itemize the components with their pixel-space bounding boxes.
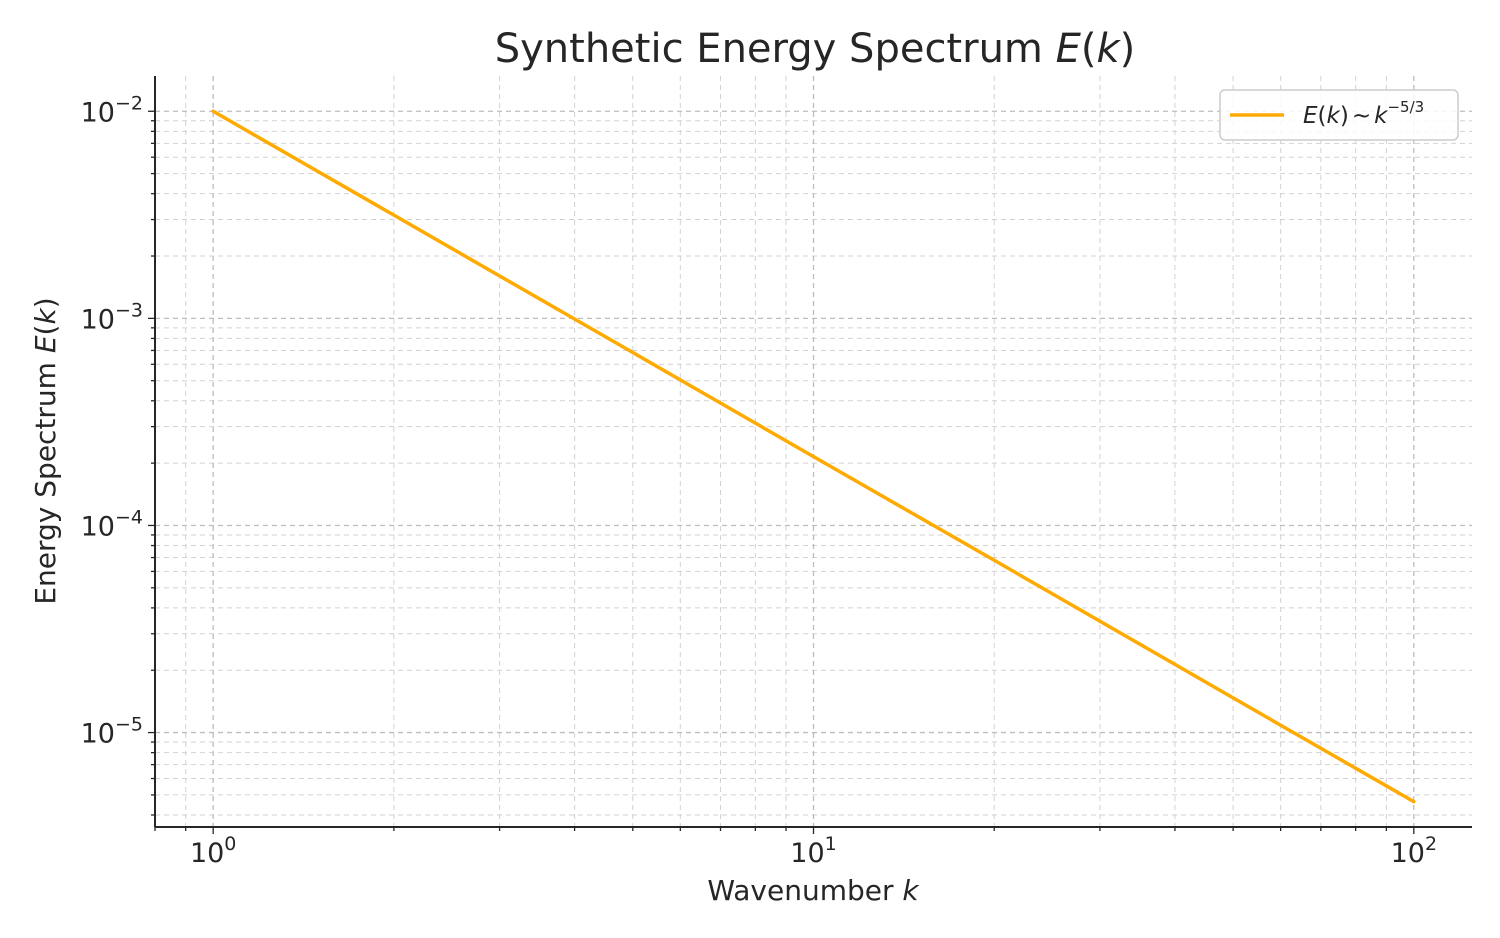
chart-title-paren-close: ) (1120, 26, 1136, 72)
x-tick-base: 10 (1391, 838, 1425, 869)
series-line (211, 109, 1416, 804)
x-axis-label: Wavenumber k (707, 874, 920, 907)
x-tick-labels: 100 101 102 (190, 833, 1437, 869)
y-axis-label-symbol: E (29, 335, 62, 353)
series-layer (211, 109, 1416, 804)
legend-label: E(k) ∼ k−5/3 (1303, 98, 1424, 129)
y-tick-base: 10 (81, 511, 115, 542)
y-tick-labels: 10−210−310−410−5 (81, 92, 143, 749)
y-tick-label: 10−2 (81, 92, 143, 128)
x-tick-label: 102 (1391, 833, 1437, 869)
x-tick-exponent: 2 (1425, 833, 1437, 855)
chart-title-symbol: E (1056, 26, 1082, 72)
x-tick-base: 10 (190, 838, 224, 869)
legend: E(k) ∼ k−5/3 (1219, 89, 1459, 141)
y-axis-label-paren-close: ) (29, 297, 62, 308)
y-tick-base: 10 (81, 97, 115, 128)
chart-title-text: Synthetic Energy Spectrum (495, 26, 1056, 72)
y-tick-base: 10 (81, 719, 115, 750)
legend-exponent: −5/3 (1387, 98, 1424, 116)
y-tick-label: 10−3 (81, 299, 143, 335)
legend-paren-open: ( (1318, 103, 1327, 129)
y-tick-exponent: −4 (115, 506, 143, 528)
y-tick-label: 10−5 (81, 714, 143, 750)
legend-box (1219, 89, 1459, 141)
legend-sim: ∼ (1352, 103, 1371, 129)
y-axis-label-paren-open: ( (29, 325, 62, 336)
major-gridlines (155, 76, 1472, 827)
y-tick-label: 10−4 (81, 506, 143, 542)
chart-title-var: k (1096, 26, 1121, 72)
x-tick-base: 10 (790, 838, 824, 869)
chart-title-paren-open: ( (1081, 26, 1097, 72)
y-axis-label-var: k (29, 307, 62, 325)
chart-title: Synthetic Energy Spectrum E(k) (495, 26, 1136, 72)
tick-marks (148, 110, 1415, 834)
x-axis-label-text: Wavenumber (707, 874, 902, 907)
y-tick-exponent: −3 (115, 299, 143, 321)
y-tick-base: 10 (81, 304, 115, 335)
legend-E: E (1303, 103, 1318, 129)
x-axis-label-var: k (902, 874, 920, 907)
x-tick-label: 100 (190, 833, 236, 869)
x-tick-label: 101 (790, 833, 836, 869)
y-axis-label-text: Energy Spectrum (29, 353, 62, 605)
legend-k: k (1327, 103, 1342, 129)
legend-base: k (1374, 103, 1389, 129)
legend-paren-close: ) (1340, 103, 1349, 129)
x-tick-exponent: 0 (224, 833, 236, 855)
y-tick-exponent: −2 (115, 92, 143, 114)
y-tick-exponent: −5 (115, 714, 143, 736)
y-axis-label: Energy Spectrum E(k) (29, 297, 62, 604)
x-tick-exponent: 1 (825, 833, 837, 855)
